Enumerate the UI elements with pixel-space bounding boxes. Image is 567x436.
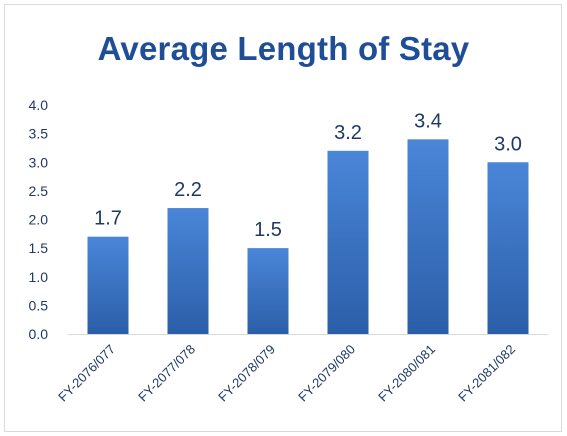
bar-fy-2076-077 (87, 236, 129, 334)
y-axis-ticks: 0.0 0.5 1.0 1.5 2.0 2.5 3.0 3.5 4.0 (29, 97, 49, 342)
data-label: 1.5 (254, 219, 282, 241)
bar-fy-2077-078 (167, 208, 209, 334)
bar-fy-2080-081 (407, 139, 449, 334)
x-tick-label: FY-2077/078 (135, 342, 198, 405)
x-axis-labels: FY-2076/077 FY-2077/078 FY-2078/079 FY-2079… (55, 342, 518, 405)
y-tick-label: 1.5 (29, 240, 49, 256)
chart-frame (4, 4, 562, 432)
y-tick-label: 0.0 (29, 326, 49, 342)
data-label: 2.2 (174, 179, 202, 201)
data-labels: 1.7 2.2 1.5 3.2 3.4 3.0 (94, 110, 522, 241)
data-label: 3.2 (334, 122, 362, 144)
y-tick-label: 4.0 (29, 97, 49, 113)
bar-fy-2079-080 (327, 150, 369, 334)
y-tick-label: 1.0 (29, 269, 49, 285)
x-tick-label: FY-2076/077 (55, 342, 118, 405)
x-tick-label: FY-2080/081 (375, 342, 438, 405)
y-tick-label: 0.5 (29, 297, 49, 313)
chart-title: Average Length of Stay (97, 30, 470, 67)
data-label: 1.7 (94, 208, 122, 230)
x-tick-label: FY-2078/079 (215, 342, 278, 405)
y-tick-label: 2.0 (29, 212, 49, 228)
x-tick-label: FY-2081/082 (455, 342, 518, 405)
data-label: 3.0 (494, 133, 522, 155)
bars (87, 139, 529, 334)
bar-fy-2081-082 (487, 162, 529, 334)
bar-fy-2078-079 (247, 248, 289, 334)
y-tick-label: 3.0 (29, 154, 49, 170)
y-tick-label: 2.5 (29, 183, 49, 199)
data-label: 3.4 (414, 110, 442, 132)
y-tick-label: 3.5 (29, 126, 49, 142)
x-tick-label: FY-2079/080 (295, 342, 358, 405)
